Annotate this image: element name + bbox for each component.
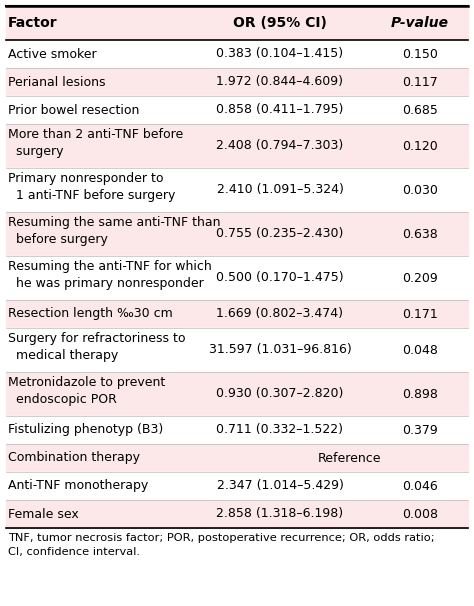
Text: 0.858 (0.411–1.795): 0.858 (0.411–1.795) [216,104,344,116]
Text: 0.120: 0.120 [402,139,438,153]
Bar [6,6,468,40]
Bar [6,300,468,328]
Text: Primary nonresponder to
  1 anti-TNF before surgery: Primary nonresponder to 1 anti-TNF befor… [8,172,175,202]
Text: Active smoker: Active smoker [8,47,97,61]
Text: P-value: P-value [391,16,449,30]
Text: 0.930 (0.307–2.820): 0.930 (0.307–2.820) [216,387,344,401]
Text: 0.383 (0.104–1.415): 0.383 (0.104–1.415) [217,47,344,61]
Text: 0.379: 0.379 [402,424,438,436]
Text: Anti-TNF monotherapy: Anti-TNF monotherapy [8,479,148,493]
Bar [6,372,468,416]
Text: 2.347 (1.014–5.429): 2.347 (1.014–5.429) [217,479,344,493]
Bar [6,96,468,124]
Text: 0.048: 0.048 [402,344,438,356]
Text: TNF, tumor necrosis factor; POR, postoperative recurrence; OR, odds ratio;
CI, c: TNF, tumor necrosis factor; POR, postope… [8,533,435,557]
Text: 0.209: 0.209 [402,271,438,284]
Text: Female sex: Female sex [8,507,79,521]
Bar [6,500,468,528]
Text: 2.410 (1.091–5.324): 2.410 (1.091–5.324) [217,184,344,196]
Bar [6,124,468,168]
Bar [6,328,468,372]
Text: 0.638: 0.638 [402,227,438,241]
Text: 0.500 (0.170–1.475): 0.500 (0.170–1.475) [216,271,344,284]
Text: Prior bowel resection: Prior bowel resection [8,104,139,116]
Text: 2.408 (0.794–7.303): 2.408 (0.794–7.303) [216,139,344,153]
Text: Resuming the same anti-TNF than
  before surgery: Resuming the same anti-TNF than before s… [8,216,220,246]
Text: 0.150: 0.150 [402,47,438,61]
Text: 2.858 (1.318–6.198): 2.858 (1.318–6.198) [217,507,344,521]
Text: 0.046: 0.046 [402,479,438,493]
Bar [6,168,468,212]
Text: Resuming the anti-TNF for which
  he was primary nonresponder: Resuming the anti-TNF for which he was p… [8,260,212,290]
Text: Combination therapy: Combination therapy [8,451,140,465]
Text: 1.972 (0.844–4.609): 1.972 (0.844–4.609) [217,76,344,88]
Text: 0.117: 0.117 [402,76,438,88]
Bar [6,472,468,500]
Text: Perianal lesions: Perianal lesions [8,76,106,88]
Text: 0.171: 0.171 [402,307,438,321]
Text: Surgery for refractoriness to
  medical therapy: Surgery for refractoriness to medical th… [8,332,185,362]
Text: 1.669 (0.802–3.474): 1.669 (0.802–3.474) [217,307,344,321]
Text: Fistulizing phenotyp (B3): Fistulizing phenotyp (B3) [8,424,163,436]
Text: 0.685: 0.685 [402,104,438,116]
Text: More than 2 anti-TNF before
  surgery: More than 2 anti-TNF before surgery [8,128,183,158]
Text: 0.008: 0.008 [402,507,438,521]
Text: Resection length ‰30 cm: Resection length ‰30 cm [8,307,173,321]
Text: 0.030: 0.030 [402,184,438,196]
Text: Reference: Reference [318,451,382,465]
Text: 0.711 (0.332–1.522): 0.711 (0.332–1.522) [217,424,344,436]
Text: OR (95% CI): OR (95% CI) [233,16,327,30]
Text: 0.898: 0.898 [402,387,438,401]
Bar [6,40,468,68]
Bar [6,68,468,96]
Bar [6,416,468,444]
Text: Metronidazole to prevent
  endoscopic POR: Metronidazole to prevent endoscopic POR [8,376,165,406]
Text: 0.755 (0.235–2.430): 0.755 (0.235–2.430) [216,227,344,241]
Bar [6,256,468,300]
Bar [6,212,468,256]
Bar [6,444,468,472]
Text: Factor: Factor [8,16,58,30]
Text: 31.597 (1.031–96.816): 31.597 (1.031–96.816) [209,344,351,356]
